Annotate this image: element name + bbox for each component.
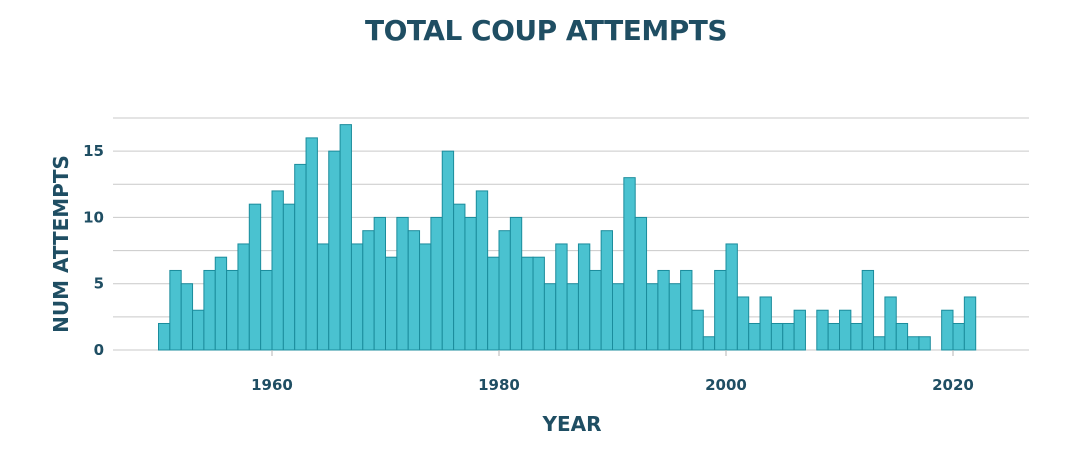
bar-1962	[294, 163, 307, 351]
bar-2011	[850, 322, 863, 351]
bar-1997	[691, 309, 704, 351]
x-tick-label: 1980	[478, 376, 520, 394]
bar-1973	[419, 243, 432, 351]
bar-1977	[464, 216, 477, 351]
bar-1968	[362, 230, 375, 351]
bar-1951	[169, 269, 182, 351]
bar-1961	[282, 203, 296, 351]
bar-2021	[963, 296, 977, 351]
bar-1959	[260, 269, 273, 351]
bar-1976	[453, 203, 466, 351]
bar-1956	[226, 269, 239, 351]
bar-1980	[498, 230, 511, 351]
bar-1952	[180, 283, 194, 351]
x-tick-label: 2020	[932, 376, 974, 394]
bar-1979	[487, 256, 500, 351]
bars	[158, 124, 977, 351]
bar-2015	[895, 322, 909, 351]
bar-2020	[952, 322, 965, 351]
bar-1992	[634, 216, 648, 351]
x-axis-ticks: 1960 1980 2000 2020	[251, 350, 974, 394]
bar-1983	[532, 256, 545, 351]
x-tick-label: 2000	[705, 376, 747, 394]
x-tick-label: 1960	[251, 376, 293, 394]
x-axis-title: YEAR	[541, 412, 601, 436]
bar-1995	[668, 283, 682, 351]
y-tick-label: 10	[83, 208, 104, 226]
bar-1950	[158, 322, 171, 351]
bar-1958	[248, 203, 262, 351]
bar-1990	[612, 283, 625, 351]
bar-1987	[577, 243, 591, 351]
bar-1984	[543, 283, 557, 351]
bar-2009	[827, 322, 841, 351]
bar-1971	[396, 216, 409, 351]
bar-2006	[793, 309, 806, 351]
bar-2008	[816, 309, 829, 351]
bar-2012	[861, 269, 875, 351]
bar-1985	[555, 243, 568, 351]
y-axis-ticks: 0 5 10 15	[83, 142, 104, 359]
bar-1988	[589, 269, 602, 351]
chart-title: TOTAL COUP ATTEMPTS	[364, 14, 728, 47]
bar-1999	[714, 269, 727, 351]
bar-1972	[407, 230, 421, 351]
bar-2003	[759, 296, 772, 351]
bar-1993	[646, 283, 659, 351]
bar-1970	[385, 256, 398, 351]
bar-2016	[907, 336, 920, 351]
bar-1964	[316, 243, 330, 351]
bar-1998	[702, 336, 716, 351]
bar-2002	[748, 322, 761, 351]
bar-1954	[203, 269, 216, 351]
bar-1975	[441, 150, 455, 351]
bar-2013	[873, 336, 886, 351]
bar-1994	[657, 269, 670, 351]
bar-1957	[237, 243, 250, 351]
bar-1989	[600, 230, 614, 351]
bar-2010	[839, 309, 852, 351]
bar-1965	[328, 150, 341, 351]
y-tick-label: 5	[94, 275, 104, 293]
bar-2019	[941, 309, 954, 351]
bar-1963	[305, 137, 318, 351]
bar-1981	[509, 216, 523, 351]
bar-1996	[680, 269, 693, 351]
y-tick-label: 15	[83, 142, 104, 160]
bar-2004	[770, 322, 784, 351]
bar-1953	[192, 309, 205, 351]
bar-1991	[623, 177, 636, 351]
bar-1960	[271, 190, 284, 351]
bar-1955	[214, 256, 228, 351]
bar-1986	[566, 283, 579, 351]
bar-1982	[521, 256, 534, 351]
y-axis-title: NUM ATTEMPTS	[49, 155, 73, 333]
bar-1969	[373, 216, 386, 351]
bar-2001	[736, 296, 750, 351]
bar-1966	[339, 124, 352, 351]
bar-1978	[475, 190, 489, 351]
bar-2000	[725, 243, 738, 351]
bar-1967	[350, 243, 364, 351]
bar-2017	[918, 336, 931, 351]
bar-1974	[430, 216, 443, 351]
y-tick-label: 0	[94, 341, 104, 359]
bar-2014	[884, 296, 897, 351]
bar-2005	[782, 322, 795, 351]
